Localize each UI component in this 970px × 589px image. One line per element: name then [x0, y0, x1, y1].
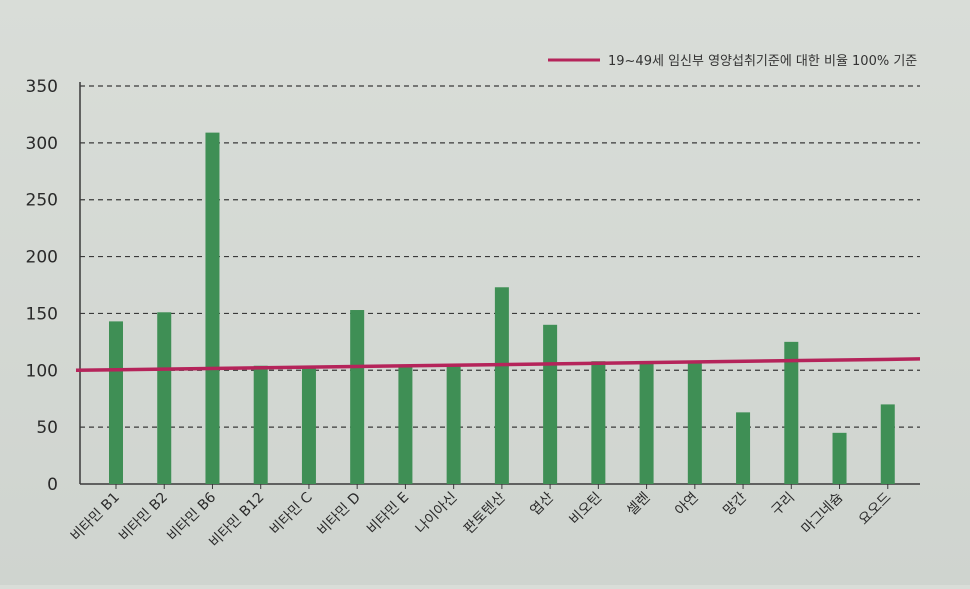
x-tick-label: 비타민 D — [315, 490, 364, 539]
x-tick-label: 요오드 — [856, 489, 895, 528]
bar — [784, 341, 799, 484]
bar — [350, 310, 365, 484]
bar — [109, 321, 123, 484]
grid-lines — [80, 85, 920, 428]
y-tick-label: 100 — [26, 361, 58, 381]
bar — [832, 432, 847, 484]
x-tick-label: 판토텐산 — [461, 489, 509, 537]
x-tick-label: 비오틴 — [567, 490, 606, 529]
bar — [591, 361, 606, 484]
bar — [253, 365, 268, 484]
y-tick-label: 200 — [26, 248, 58, 268]
bar — [543, 324, 558, 484]
y-tick-label: 0 — [47, 475, 58, 495]
y-tick-label: 250 — [26, 191, 58, 211]
x-tick-label: 셀렌 — [624, 490, 654, 520]
y-tick-label: 150 — [26, 304, 58, 324]
bar — [494, 287, 509, 484]
legend-label: 19~49세 임신부 영양섭취기준에 대한 비율 100% 기준 — [608, 54, 917, 69]
x-tick-label: 아연 — [672, 490, 702, 520]
bars — [109, 132, 895, 484]
legend: 19~49세 임신부 영양섭취기준에 대한 비율 100% 기준 — [548, 54, 917, 69]
reference-line — [75, 357, 921, 373]
bar — [639, 361, 654, 484]
x-tick-label: 비타민 B1 — [68, 490, 123, 545]
x-tick-label: 구리 — [769, 490, 799, 520]
bar — [157, 312, 172, 484]
x-tick-label: 비타민 B2 — [116, 490, 171, 545]
x-tick-label: 망간 — [720, 489, 750, 519]
bar — [880, 404, 895, 484]
y-tick-label: 50 — [36, 418, 58, 438]
x-tick-label: 엽산 — [527, 489, 557, 519]
y-tick-label: 350 — [26, 77, 58, 97]
x-tick-label: 비타민 C — [267, 489, 316, 538]
y-tick-label: 300 — [26, 134, 58, 154]
bar — [205, 132, 220, 484]
bar — [736, 412, 751, 484]
bar — [446, 365, 461, 484]
reference-line-group — [75, 357, 921, 373]
bar — [398, 365, 413, 484]
x-tick-label: 나이아신 — [413, 490, 461, 538]
x-tick-label: 비타민 E — [364, 490, 412, 538]
x-tick-label: 마그네슘 — [799, 489, 847, 537]
bar — [687, 361, 702, 484]
y-tick-labels: 0 50 100 150 200 250 300 350 — [26, 77, 58, 495]
bar — [301, 365, 316, 484]
